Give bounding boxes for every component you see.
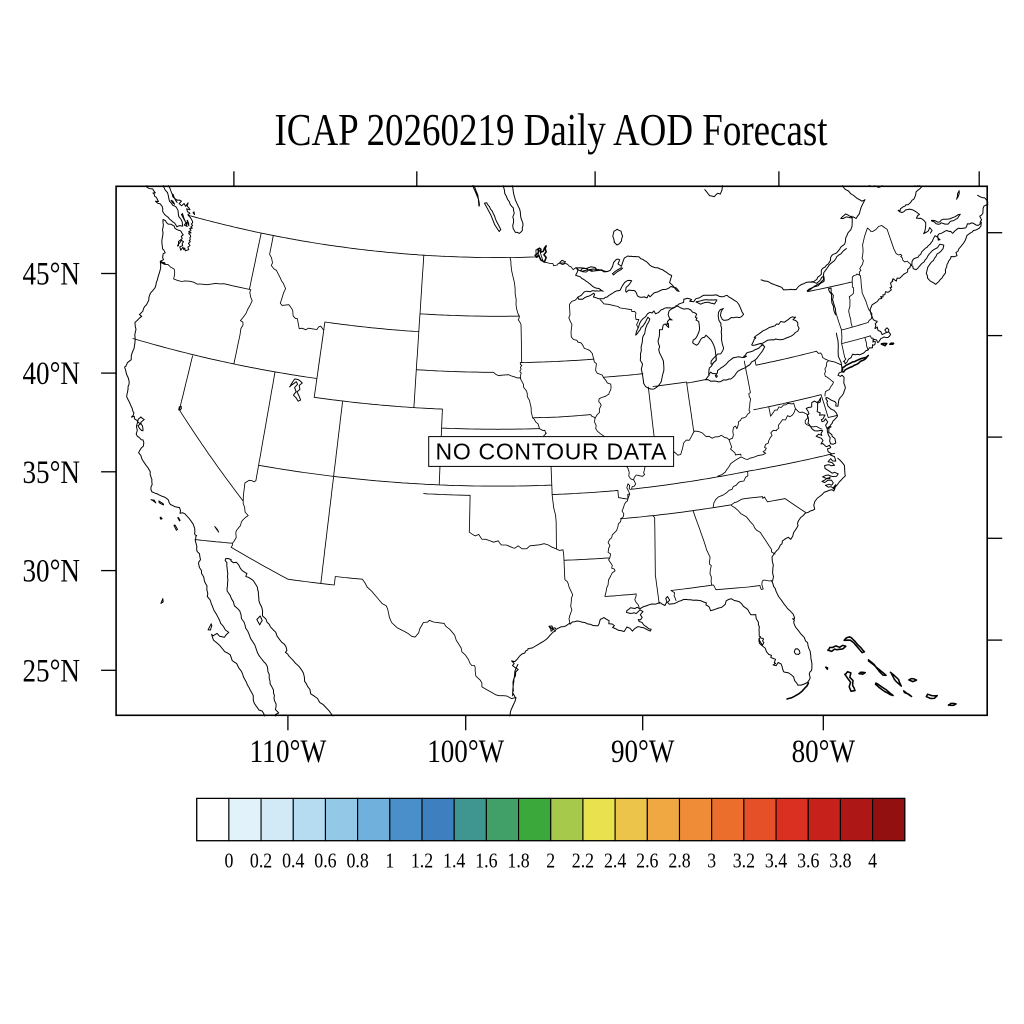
svg-text:3.8: 3.8 bbox=[829, 849, 851, 873]
svg-text:3.4: 3.4 bbox=[765, 849, 788, 873]
svg-text:100°W: 100°W bbox=[427, 734, 505, 770]
svg-text:0: 0 bbox=[224, 849, 233, 873]
svg-text:1: 1 bbox=[385, 849, 394, 873]
svg-text:0.4: 0.4 bbox=[282, 849, 305, 873]
svg-text:3.6: 3.6 bbox=[797, 849, 819, 873]
svg-text:2: 2 bbox=[546, 849, 555, 873]
svg-text:25°N: 25°N bbox=[23, 653, 81, 689]
svg-text:0.8: 0.8 bbox=[346, 849, 368, 873]
svg-text:3.2: 3.2 bbox=[733, 849, 755, 873]
svg-text:ICAP 20260219 Daily AOD Foreca: ICAP 20260219 Daily AOD Forecast bbox=[275, 104, 828, 155]
svg-text:110°W: 110°W bbox=[249, 734, 327, 770]
svg-text:2.4: 2.4 bbox=[604, 849, 627, 873]
svg-text:30°N: 30°N bbox=[23, 554, 81, 590]
svg-text:45°N: 45°N bbox=[23, 257, 81, 293]
svg-text:1.6: 1.6 bbox=[475, 849, 497, 873]
svg-text:40°N: 40°N bbox=[23, 356, 81, 392]
svg-text:4: 4 bbox=[868, 849, 877, 873]
svg-text:0.2: 0.2 bbox=[250, 849, 272, 873]
svg-text:2.2: 2.2 bbox=[572, 849, 594, 873]
svg-text:1.4: 1.4 bbox=[443, 849, 466, 873]
svg-text:80°W: 80°W bbox=[792, 734, 856, 770]
svg-text:35°N: 35°N bbox=[23, 455, 81, 491]
svg-text:1.2: 1.2 bbox=[411, 849, 433, 873]
svg-text:NO CONTOUR DATA: NO CONTOUR DATA bbox=[436, 439, 668, 465]
svg-text:2.6: 2.6 bbox=[636, 849, 658, 873]
svg-text:3: 3 bbox=[707, 849, 716, 873]
svg-text:0.6: 0.6 bbox=[314, 849, 336, 873]
svg-text:1.8: 1.8 bbox=[507, 849, 529, 873]
svg-text:2.8: 2.8 bbox=[668, 849, 690, 873]
svg-text:90°W: 90°W bbox=[611, 734, 675, 770]
